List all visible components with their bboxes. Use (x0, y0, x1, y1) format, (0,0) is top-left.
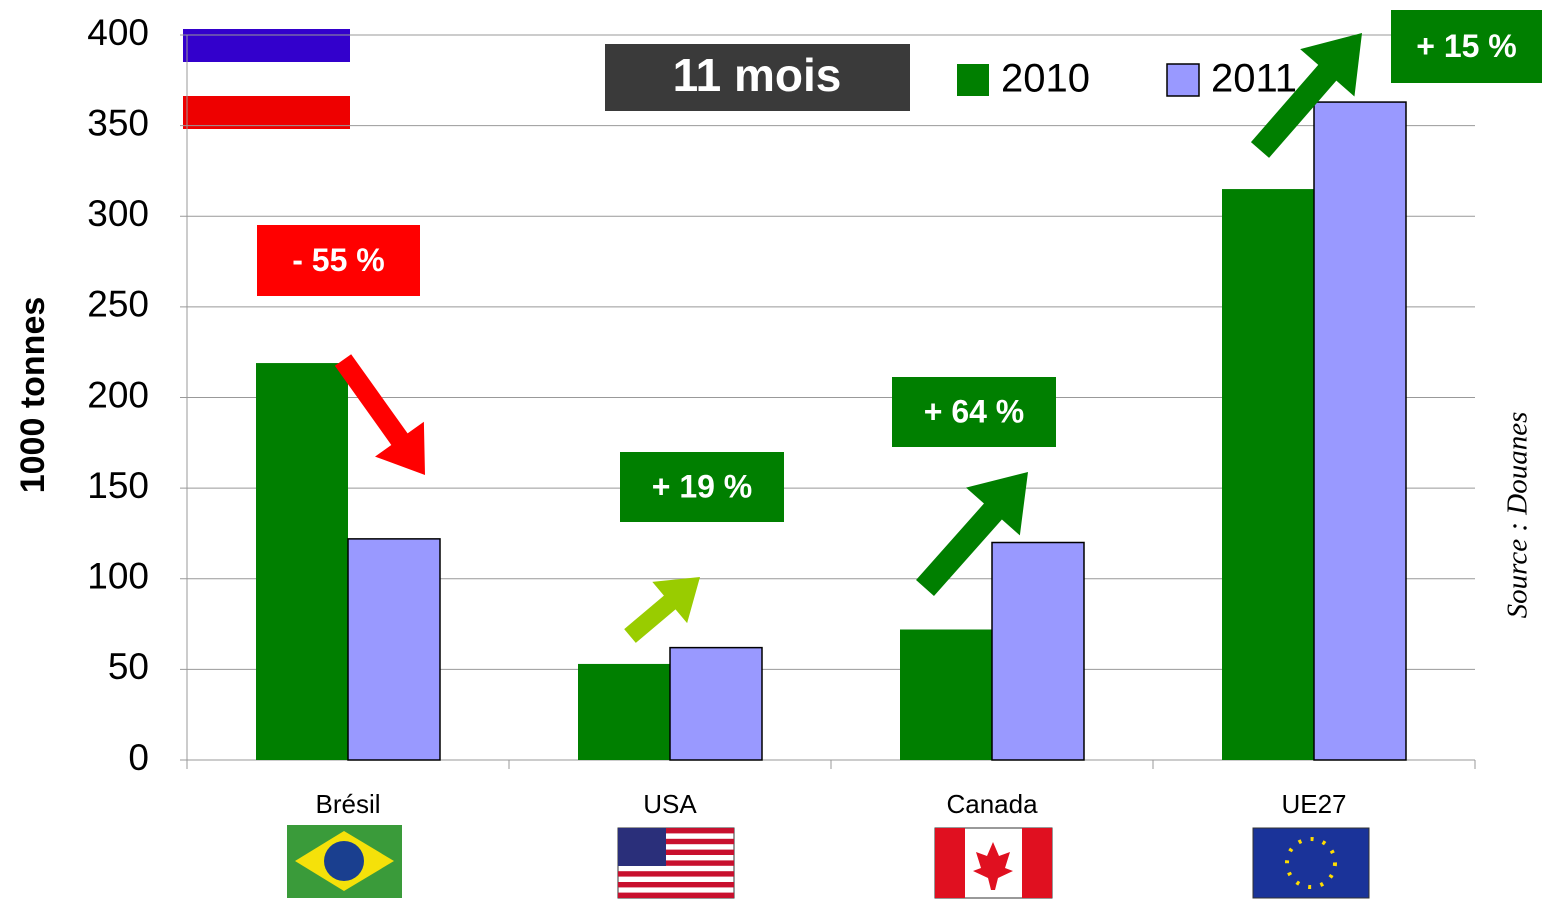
annotation-box (257, 225, 420, 296)
title-box (605, 44, 910, 111)
source-note: Source : Douanes (1502, 412, 1534, 619)
annotation-box (620, 452, 784, 522)
x-tick-label: Brésil (315, 789, 380, 819)
y-tick-label: 250 (87, 284, 149, 325)
flag-stripe (183, 29, 350, 62)
bar (256, 363, 348, 760)
bar (1313, 101, 1407, 761)
y-tick-label: 350 (87, 102, 149, 143)
legend-swatch (957, 64, 989, 96)
bar (669, 646, 763, 761)
annotation: + 19 % (652, 468, 753, 504)
x-tick-label: Canada (946, 789, 1038, 819)
y-tick-label: 50 (108, 646, 149, 687)
legend-swatch (1166, 63, 1200, 97)
legend-label: 2011 (1211, 57, 1297, 101)
arrow (624, 577, 700, 643)
annotation: + 64 % (924, 393, 1025, 429)
arrow (1250, 33, 1362, 158)
flag-eu (1252, 827, 1370, 899)
annotation: - 55 % (292, 242, 384, 278)
annotation: + 15 % (1416, 28, 1517, 64)
x-tick-label: UE27 (1281, 789, 1346, 819)
y-tick-label: 200 (87, 374, 149, 415)
bar (900, 629, 992, 760)
arrow (916, 472, 1028, 596)
bar (991, 541, 1085, 761)
y-tick-label: 100 (87, 556, 149, 597)
flag-brazil (287, 825, 402, 898)
bar (1222, 189, 1314, 760)
annotation-box (892, 377, 1056, 447)
y-tick-label: 300 (87, 193, 149, 234)
flag-canada (934, 827, 1053, 899)
y-axis-label: 1000 tonnes (14, 297, 52, 494)
bar (578, 663, 670, 760)
flag-usa (617, 827, 735, 899)
bar (347, 538, 441, 761)
arrow (334, 354, 425, 475)
y-tick-label: 400 (87, 12, 149, 53)
y-tick-label: 150 (87, 465, 149, 506)
flag-stripe (183, 96, 350, 129)
chart-title: 11 mois (673, 49, 842, 101)
x-tick-label: USA (643, 789, 697, 819)
legend-label: 2010 (1001, 57, 1090, 101)
annotation-box (1391, 10, 1542, 83)
y-tick-label: 0 (128, 737, 149, 778)
